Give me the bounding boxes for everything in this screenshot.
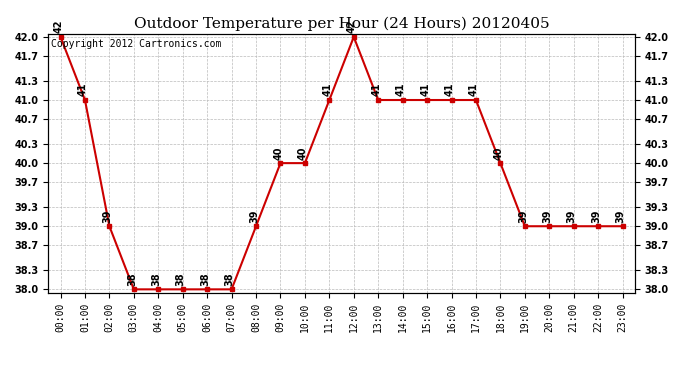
Text: 38: 38 bbox=[200, 272, 210, 286]
Text: 38: 38 bbox=[176, 272, 186, 286]
Text: 38: 38 bbox=[225, 272, 235, 286]
Text: 42: 42 bbox=[347, 20, 357, 33]
Text: 41: 41 bbox=[371, 83, 382, 96]
Text: 38: 38 bbox=[151, 272, 161, 286]
Text: 39: 39 bbox=[566, 209, 577, 223]
Text: 39: 39 bbox=[615, 209, 626, 223]
Text: 41: 41 bbox=[444, 83, 455, 96]
Text: 40: 40 bbox=[298, 146, 308, 160]
Text: 41: 41 bbox=[395, 83, 406, 96]
Text: 40: 40 bbox=[493, 146, 504, 160]
Title: Outdoor Temperature per Hour (24 Hours) 20120405: Outdoor Temperature per Hour (24 Hours) … bbox=[134, 17, 549, 31]
Text: 41: 41 bbox=[469, 83, 479, 96]
Text: 40: 40 bbox=[273, 146, 284, 160]
Text: Copyright 2012 Cartronics.com: Copyright 2012 Cartronics.com bbox=[51, 39, 221, 49]
Text: 41: 41 bbox=[78, 83, 88, 96]
Text: 39: 39 bbox=[518, 209, 528, 223]
Text: 41: 41 bbox=[420, 83, 430, 96]
Text: 39: 39 bbox=[249, 209, 259, 223]
Text: 39: 39 bbox=[591, 209, 601, 223]
Text: 39: 39 bbox=[102, 209, 112, 223]
Text: 39: 39 bbox=[542, 209, 552, 223]
Text: 42: 42 bbox=[54, 20, 63, 33]
Text: 38: 38 bbox=[127, 272, 137, 286]
Text: 41: 41 bbox=[322, 83, 333, 96]
